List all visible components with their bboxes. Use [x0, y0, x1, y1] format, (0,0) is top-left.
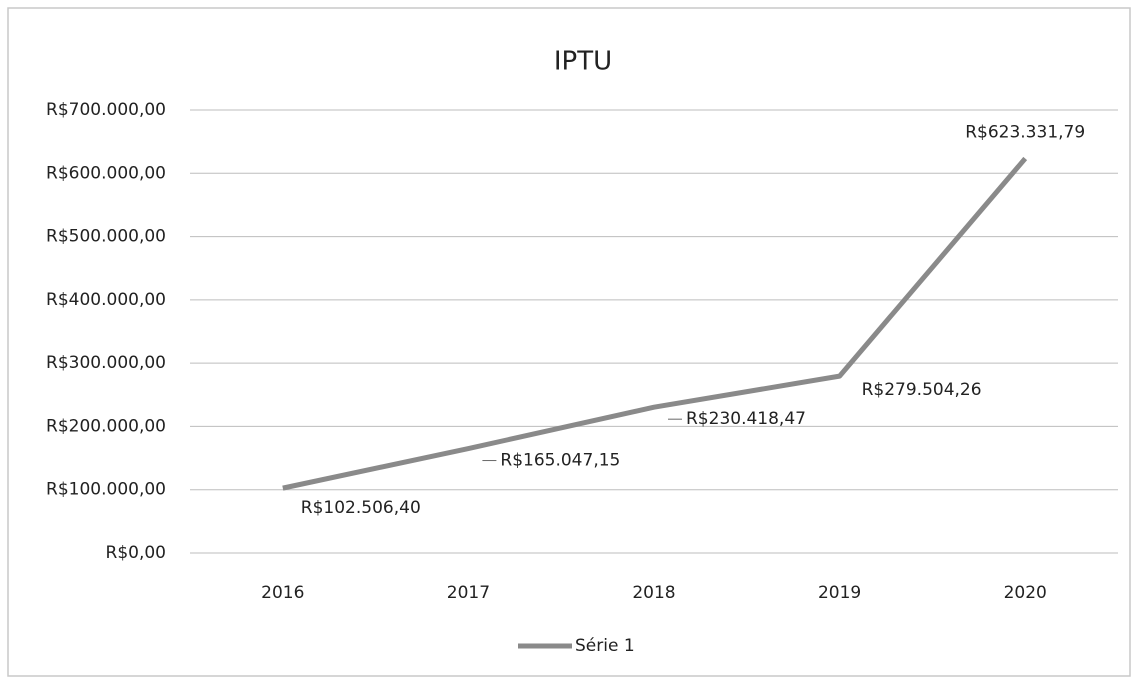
legend-label: Série 1 — [575, 636, 635, 656]
x-tick-label: 2016 — [261, 583, 304, 603]
data-label: R$102.506,40 — [301, 498, 421, 518]
chart-frame — [7, 7, 1131, 677]
data-label: R$279.504,26 — [862, 380, 982, 400]
y-tick-label: R$0,00 — [106, 543, 166, 563]
x-tick-label: 2017 — [447, 583, 490, 603]
chart-title: IPTU — [554, 47, 612, 77]
x-tick-label: 2018 — [632, 583, 675, 603]
y-tick-label: R$600.000,00 — [46, 163, 166, 183]
y-tick-label: R$400.000,00 — [46, 290, 166, 310]
y-tick-label: R$300.000,00 — [46, 353, 166, 373]
data-label: R$623.331,79 — [965, 123, 1085, 143]
y-tick-label: R$200.000,00 — [46, 416, 166, 436]
x-tick-label: 2019 — [818, 583, 861, 603]
y-tick-label: R$700.000,00 — [46, 100, 166, 120]
y-tick-label: R$500.000,00 — [46, 227, 166, 247]
x-tick-label: 2020 — [1004, 583, 1047, 603]
series-line — [282, 156, 1028, 491]
data-label: R$230.418,47 — [686, 409, 806, 429]
data-label: R$165.047,15 — [500, 451, 620, 471]
y-tick-label: R$100.000,00 — [46, 480, 166, 500]
